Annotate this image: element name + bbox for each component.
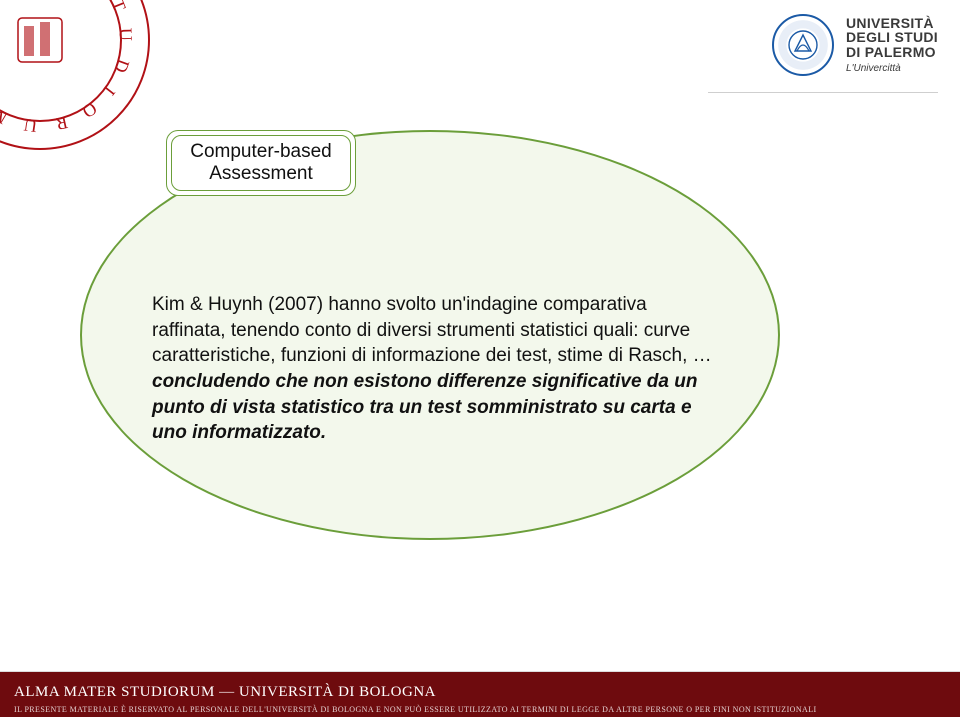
palermo-text-block: UNIVERSITÀ DEGLI STUDI DI PALERMO L'Univ… [846, 16, 938, 75]
diagram-area: Computer-based Assessment Kim & Huynh (2… [60, 110, 800, 560]
palermo-divider [708, 92, 938, 93]
palermo-line2: DEGLI STUDI [846, 30, 938, 45]
body-paragraph: Kim & Huynh (2007) hanno svolto un'indag… [152, 292, 712, 446]
palermo-logo: UNIVERSITÀ DEGLI STUDI DI PALERMO L'Univ… [772, 14, 938, 76]
paragraph-emphasis: concludendo che non esistono differenze … [152, 371, 697, 443]
palermo-line3: DI PALERMO [846, 45, 938, 60]
title-box-outer: Computer-based Assessment [166, 130, 356, 196]
title-box-inner: Computer-based Assessment [171, 135, 351, 191]
footer-title: ALMA MATER STUDIORUM — UNIVERSITÀ DI BOL… [14, 684, 436, 701]
palermo-tagline: L'Univercittà [846, 64, 938, 75]
footer-band: ALMA MATER STUDIORUM — UNIVERSITÀ DI BOL… [0, 671, 960, 717]
paragraph-text: Kim & Huynh (2007) hanno svolto un'indag… [152, 294, 712, 366]
palermo-seal-icon [772, 14, 834, 76]
title-box-text: Computer-based Assessment [190, 141, 332, 185]
footer-disclaimer: IL PRESENTE MATERIALE È RISERVATO AL PER… [14, 705, 946, 714]
palermo-line1: UNIVERSITÀ [846, 16, 938, 31]
